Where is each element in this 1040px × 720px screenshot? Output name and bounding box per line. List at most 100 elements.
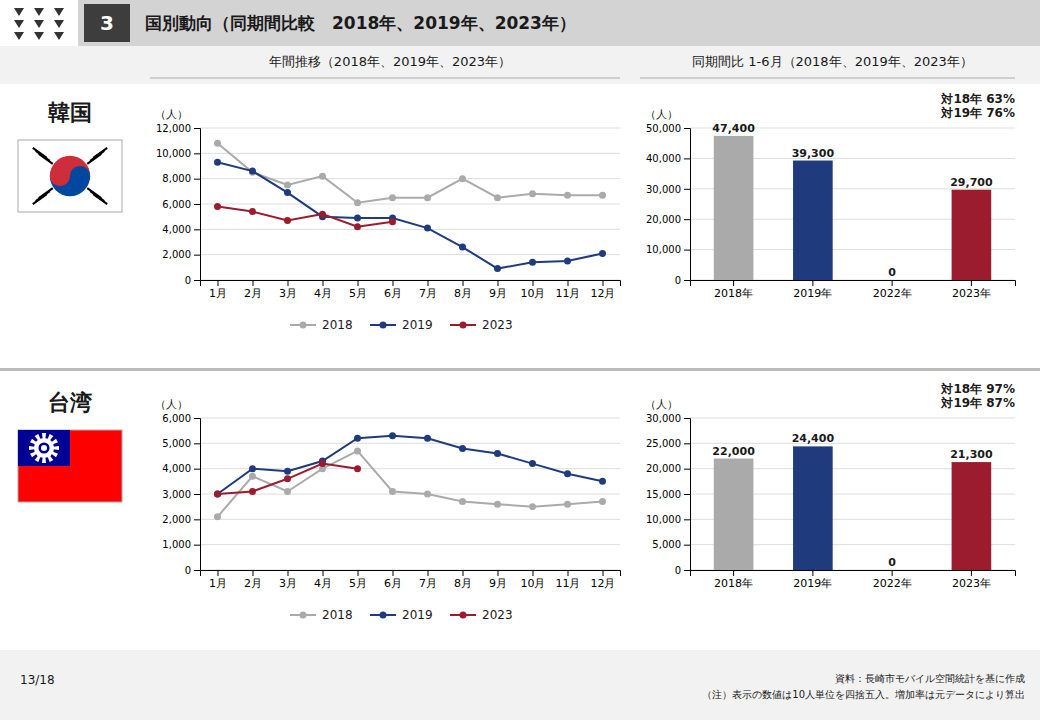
x-tick-mark bbox=[603, 280, 604, 286]
x-tick-mark bbox=[812, 570, 813, 576]
bar bbox=[952, 190, 992, 280]
x-tick-mark bbox=[463, 570, 464, 576]
x-axis: 1月2月3月4月5月6月7月8月9月10月11月12月 bbox=[201, 280, 621, 300]
y-tick: 0 bbox=[185, 565, 200, 576]
x-tick-label: 2月 bbox=[244, 577, 262, 590]
y-tick-mark bbox=[194, 519, 200, 520]
line-chart: 台湾（人）01,0002,0003,0004,0005,0006,0001月2月… bbox=[18, 390, 621, 622]
y-tick-mark bbox=[194, 494, 200, 495]
y-tick-mark bbox=[194, 418, 200, 419]
page-title: 国別動向（同期間比較 2018年、2019年、2023年） bbox=[145, 13, 576, 33]
series-point bbox=[249, 473, 256, 480]
legend: 201820192023 bbox=[290, 318, 513, 332]
x-axis-line bbox=[691, 281, 1016, 287]
y-tick: 4,000 bbox=[162, 463, 200, 474]
series-point bbox=[249, 168, 256, 175]
x-tick-mark bbox=[393, 570, 394, 576]
x-axis: 2018年2019年2022年2023年 bbox=[691, 570, 1016, 590]
x-tick-label: 2023年 bbox=[952, 577, 991, 590]
x-tick-label: 2023年 bbox=[952, 287, 991, 300]
x-tick: 2月 bbox=[244, 280, 262, 300]
y-tick: 30,000 bbox=[646, 413, 690, 424]
x-tick-mark bbox=[358, 570, 359, 576]
grid-line bbox=[200, 443, 620, 444]
data-label: 0 bbox=[888, 556, 896, 569]
data-label: 39,300 bbox=[792, 147, 835, 160]
x-tick-mark bbox=[428, 280, 429, 286]
y-tick-label: 6,000 bbox=[162, 413, 191, 424]
x-tick: 9月 bbox=[489, 280, 507, 300]
y-tick-label: 20,000 bbox=[646, 214, 681, 225]
x-tick: 3月 bbox=[279, 570, 297, 590]
grid bbox=[200, 128, 620, 280]
series-point bbox=[389, 488, 396, 495]
x-tick-label: 5月 bbox=[349, 287, 367, 300]
logo-shape bbox=[14, 8, 24, 16]
y-tick: 4,000 bbox=[162, 224, 200, 235]
y-tick-label: 0 bbox=[675, 565, 681, 576]
series-point bbox=[249, 488, 256, 495]
series-line bbox=[218, 451, 603, 517]
y-axis-label: （人） bbox=[155, 398, 188, 411]
series-point bbox=[214, 203, 221, 210]
x-tick-label: 1月 bbox=[209, 287, 227, 300]
x-tick-mark bbox=[218, 570, 219, 576]
y-tick: 50,000 bbox=[646, 123, 690, 134]
series-point bbox=[389, 432, 396, 439]
x-tick: 7月 bbox=[419, 280, 437, 300]
legend-label: 2023 bbox=[482, 318, 513, 332]
x-tick-label: 9月 bbox=[489, 287, 507, 300]
x-tick-label: 11月 bbox=[556, 577, 581, 590]
series-line bbox=[218, 464, 358, 494]
flag bbox=[18, 430, 122, 502]
series-point bbox=[424, 225, 431, 232]
series-point bbox=[599, 478, 606, 485]
subtitle: 年間推移（2018年、2019年、2023年） bbox=[269, 54, 511, 69]
y-tick-mark bbox=[684, 250, 690, 251]
y-tick: 3,000 bbox=[162, 489, 200, 500]
data-label: 21,300 bbox=[950, 448, 993, 461]
y-tick-label: 1,000 bbox=[162, 539, 191, 550]
y-tick: 2,000 bbox=[162, 249, 200, 260]
series-point bbox=[214, 491, 221, 498]
bar bbox=[872, 280, 912, 281]
x-tick: 8月 bbox=[454, 570, 472, 590]
annotation: 対18年 97% bbox=[940, 382, 1015, 396]
y-axis-line bbox=[684, 129, 691, 281]
series-point bbox=[214, 491, 221, 498]
series-point bbox=[494, 265, 501, 272]
series-point bbox=[214, 513, 221, 520]
x-tick-label: 7月 bbox=[419, 287, 437, 300]
grid-line bbox=[200, 229, 620, 230]
x-tick: 6月 bbox=[384, 280, 402, 300]
grid-line bbox=[200, 544, 620, 545]
bar bbox=[714, 459, 754, 570]
page-background bbox=[0, 0, 1040, 720]
y-tick-label: 4,000 bbox=[162, 224, 191, 235]
flag-shape bbox=[34, 438, 54, 458]
legend-label: 2019 bbox=[402, 608, 433, 622]
y-tick-label: 5,000 bbox=[162, 438, 191, 449]
y-tick: 40,000 bbox=[646, 153, 690, 164]
y-tick-mark bbox=[194, 128, 200, 129]
y-tick: 10,000 bbox=[646, 514, 690, 525]
x-tick-label: 9月 bbox=[489, 577, 507, 590]
plot-area bbox=[714, 136, 991, 280]
x-tick-mark bbox=[288, 280, 289, 286]
y-axis-line bbox=[684, 419, 691, 571]
legend-label: 2018 bbox=[322, 318, 353, 332]
legend-label: 2023 bbox=[482, 608, 513, 622]
series-point bbox=[284, 468, 291, 475]
x-tick-label: 1月 bbox=[209, 577, 227, 590]
bar-chart: 同期間比 1-6月（2018年、2019年、2023年）（人）010,00020… bbox=[640, 54, 1016, 300]
series-point bbox=[354, 199, 361, 206]
y-axis: 01,0002,0003,0004,0005,0006,000 bbox=[162, 413, 200, 576]
flag bbox=[18, 140, 122, 212]
y-axis: 05,00010,00015,00020,00025,00030,000 bbox=[646, 413, 691, 576]
x-tick-label: 3月 bbox=[279, 577, 297, 590]
y-tick: 0 bbox=[675, 275, 690, 286]
y-tick-label: 25,000 bbox=[646, 438, 681, 449]
bar bbox=[952, 462, 992, 570]
header-background bbox=[0, 0, 1040, 46]
series-point bbox=[214, 140, 221, 147]
